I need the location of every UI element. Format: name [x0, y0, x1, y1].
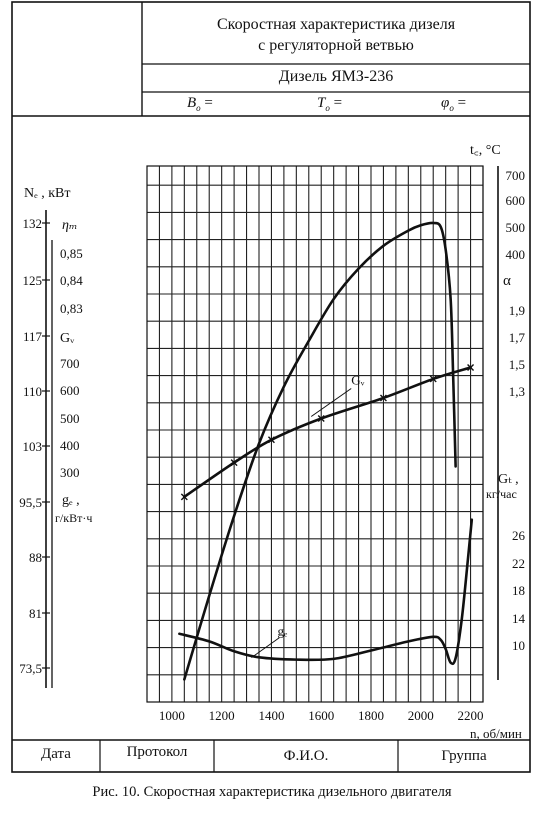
data-curves: [178, 221, 475, 681]
gv-curve-label: Gᵥ: [351, 372, 364, 387]
series-line-1: [183, 366, 472, 499]
gv-tick-2: 500: [60, 411, 80, 426]
gv-point-3: [317, 415, 325, 422]
eta-tick-1: 0,84: [60, 273, 83, 288]
ge-axis-unit: г/кВт·ч: [55, 511, 92, 525]
gt-tick-4: 10: [512, 638, 525, 653]
gv-axis-label: Gᵥ: [60, 331, 75, 346]
param-phi0: φo =: [441, 95, 466, 113]
tg-tick-3: 400: [506, 247, 526, 262]
x-tick-6: 2200: [458, 708, 484, 723]
gt-tick-0: 26: [512, 528, 526, 543]
x-tick-2: 1400: [258, 708, 284, 723]
alpha-tick-1: 1,7: [509, 330, 526, 345]
title-line-1: Скоростная характеристика дизеля: [216, 16, 456, 33]
ne-tick-7: 81: [29, 606, 42, 621]
ne-tick-1: 125: [23, 273, 43, 288]
frame: [11, 1, 531, 773]
param-phi-sub: o: [449, 103, 454, 113]
param-phi-symbol: φ: [441, 95, 450, 111]
gv-point-4: [379, 394, 387, 402]
alpha-axis-label: α: [503, 273, 511, 289]
x-axis-label: n, об/мин: [470, 726, 522, 741]
gt-tick-3: 14: [512, 611, 526, 626]
series-line-0: [183, 221, 457, 681]
series-line-2: [178, 518, 474, 666]
param-t-sub: o: [325, 103, 330, 113]
param-phi-equals: =: [457, 95, 467, 111]
alpha-tick-0: 1,9: [509, 303, 525, 318]
eta-axis-label: ηₘ: [62, 218, 78, 233]
title-line-2: с регуляторной ветвью: [258, 37, 414, 54]
gv-point-6: [467, 364, 475, 372]
param-t0: To =: [317, 95, 342, 113]
gv-tick-4: 300: [60, 465, 80, 480]
gv-tick-0: 700: [60, 356, 80, 371]
param-b0: Bo =: [187, 95, 213, 113]
param-b-symbol: B: [187, 95, 197, 111]
plot-border: [146, 165, 484, 703]
ne-axis-label: Nₑ , кВт: [24, 186, 70, 201]
alpha-tick-3: 1,3: [509, 384, 525, 399]
x-tick-0: 1000: [159, 708, 185, 723]
tg-tick-0: 700: [506, 168, 526, 183]
ne-tick-2: 117: [23, 329, 43, 344]
x-tick-1: 1200: [209, 708, 235, 723]
ne-tick-0: 132: [23, 216, 43, 231]
ge-leader: [251, 637, 280, 659]
gv-point-5: [429, 375, 437, 383]
gv-tick-3: 400: [60, 438, 80, 453]
param-t-symbol: T: [317, 95, 326, 111]
ge-curve-label: gₑ: [277, 624, 288, 639]
eta-tick-0: 0,85: [60, 246, 83, 261]
ne-tick-8: 73,5: [19, 661, 42, 676]
gt-tick-2: 18: [512, 583, 525, 598]
footer-group: Группа: [441, 748, 487, 764]
tg-tick-2: 500: [506, 220, 526, 235]
gt-tick-1: 22: [512, 556, 525, 571]
ne-tick-5: 95,5: [19, 495, 42, 510]
engine-model: Дизель ЯМЗ-236: [278, 68, 394, 85]
footer-protocol: Протокол: [126, 744, 188, 760]
param-b-sub: o: [196, 103, 201, 113]
footer-date: Дата: [41, 746, 71, 762]
ne-tick-4: 103: [23, 439, 43, 454]
x-tick-3: 1600: [308, 708, 334, 723]
gv-point-2: [267, 436, 275, 444]
eta-tick-2: 0,83: [60, 301, 83, 316]
tg-tick-1: 600: [506, 193, 526, 208]
gt-axis-unit: кг/час: [486, 487, 517, 501]
gt-axis-label: Gₜ ,: [498, 472, 519, 487]
param-t-equals: =: [333, 95, 343, 111]
tick-labels: 132 125 117 110 103 95,5 88 81 73,5 0,85 0,84 0,83 7…: [19, 143, 525, 741]
x-tick-5: 2000: [408, 708, 434, 723]
tg-axis-label: t꜀, °C: [470, 143, 501, 158]
x-tick-4: 1800: [358, 708, 384, 723]
grid: [146, 165, 484, 703]
gv-point-0: [180, 493, 188, 501]
alpha-tick-2: 1,5: [509, 357, 525, 372]
figure-caption: Рис. 10. Скоростная характеристика дизел…: [92, 784, 452, 800]
ne-tick-3: 110: [23, 384, 42, 399]
ge-axis-label: gₑ ,: [62, 493, 80, 508]
ne-tick-6: 88: [29, 550, 42, 565]
gv-point-1: [230, 459, 238, 467]
axes: [42, 166, 499, 688]
param-b-equals: =: [204, 95, 213, 111]
footer-fio: Ф.И.О.: [283, 748, 329, 764]
gv-tick-1: 600: [60, 383, 80, 398]
gv-leader: [310, 388, 352, 417]
